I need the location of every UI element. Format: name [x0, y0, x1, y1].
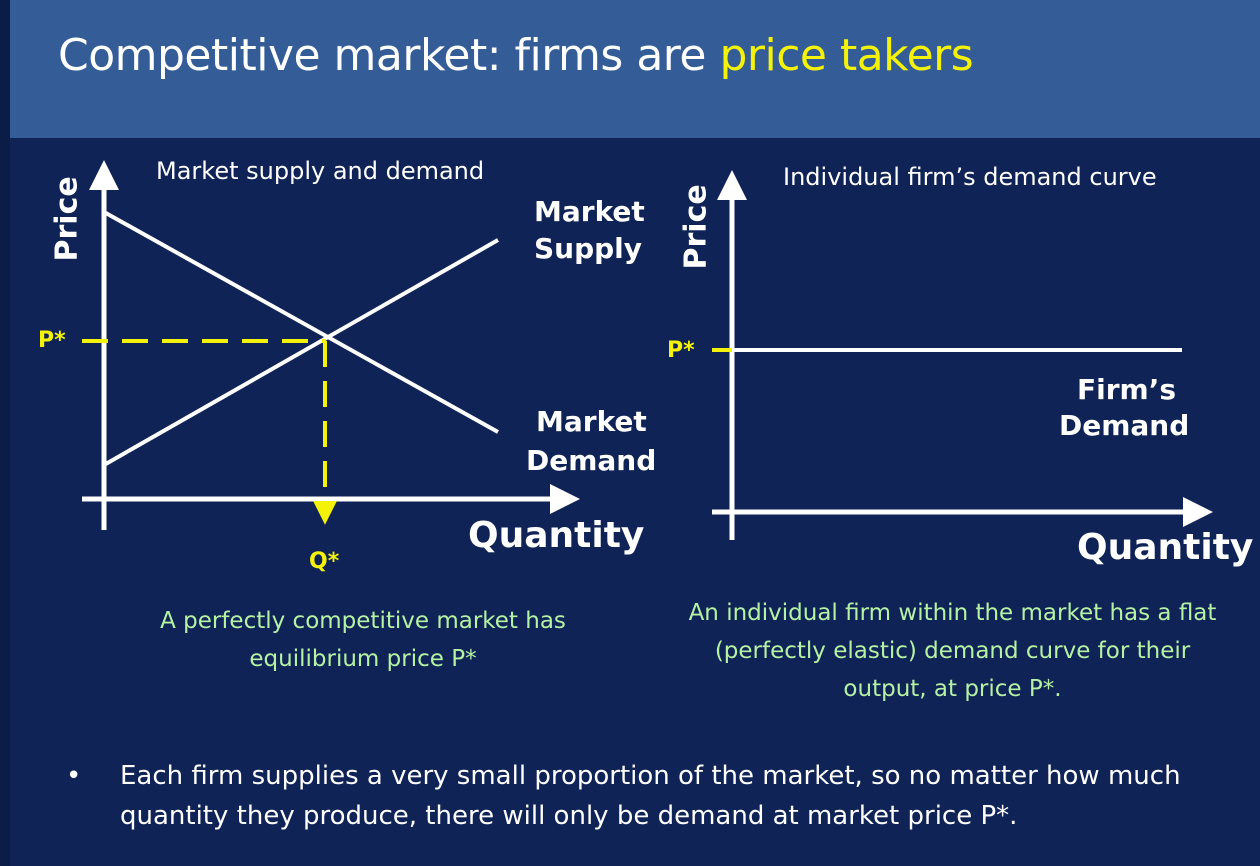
bullet-dot-icon: •	[66, 761, 82, 791]
left-x-axis-label: Quantity	[468, 515, 645, 556]
slide-title-main: Competitive market: firms are	[58, 30, 720, 81]
right-y-axis-label: Price	[678, 184, 714, 270]
right-chart-heading: Individual firm’s demand curve	[783, 163, 1157, 191]
slide-title-highlight: price takers	[719, 30, 974, 81]
demand-label-line2: Demand	[526, 444, 657, 477]
left-y-axis-label: Price	[49, 176, 85, 262]
right-chart	[712, 170, 1213, 540]
supply-label-line2: Supply	[534, 232, 643, 265]
left-caption: A perfectly competitive market has equil…	[160, 608, 566, 672]
left-chart-heading: Market supply and demand	[156, 157, 485, 185]
market-demand-curve	[103, 210, 499, 434]
supply-label-line1: Market	[534, 195, 645, 228]
right-x-axis-label: Quantity	[1077, 527, 1254, 568]
quantity-marker: Q*	[309, 549, 340, 574]
bullet-text: Each firm supplies a very small proporti…	[120, 761, 1181, 831]
title-bar: Competitive market: firms are price take…	[0, 0, 1260, 138]
right-caption: An individual firm within the market has…	[688, 600, 1217, 702]
left-price-marker: P*	[38, 328, 66, 353]
left-chart	[82, 160, 580, 530]
left-edge-shadow	[0, 0, 10, 866]
firm-demand-label-line1: Firm’s	[1077, 373, 1177, 406]
slide-title: Competitive market: firms are price take…	[58, 30, 974, 81]
right-price-marker: P*	[667, 338, 695, 363]
firm-demand-label-line2: Demand	[1059, 409, 1190, 442]
market-supply-curve	[103, 238, 499, 467]
demand-label-line1: Market	[536, 405, 647, 438]
